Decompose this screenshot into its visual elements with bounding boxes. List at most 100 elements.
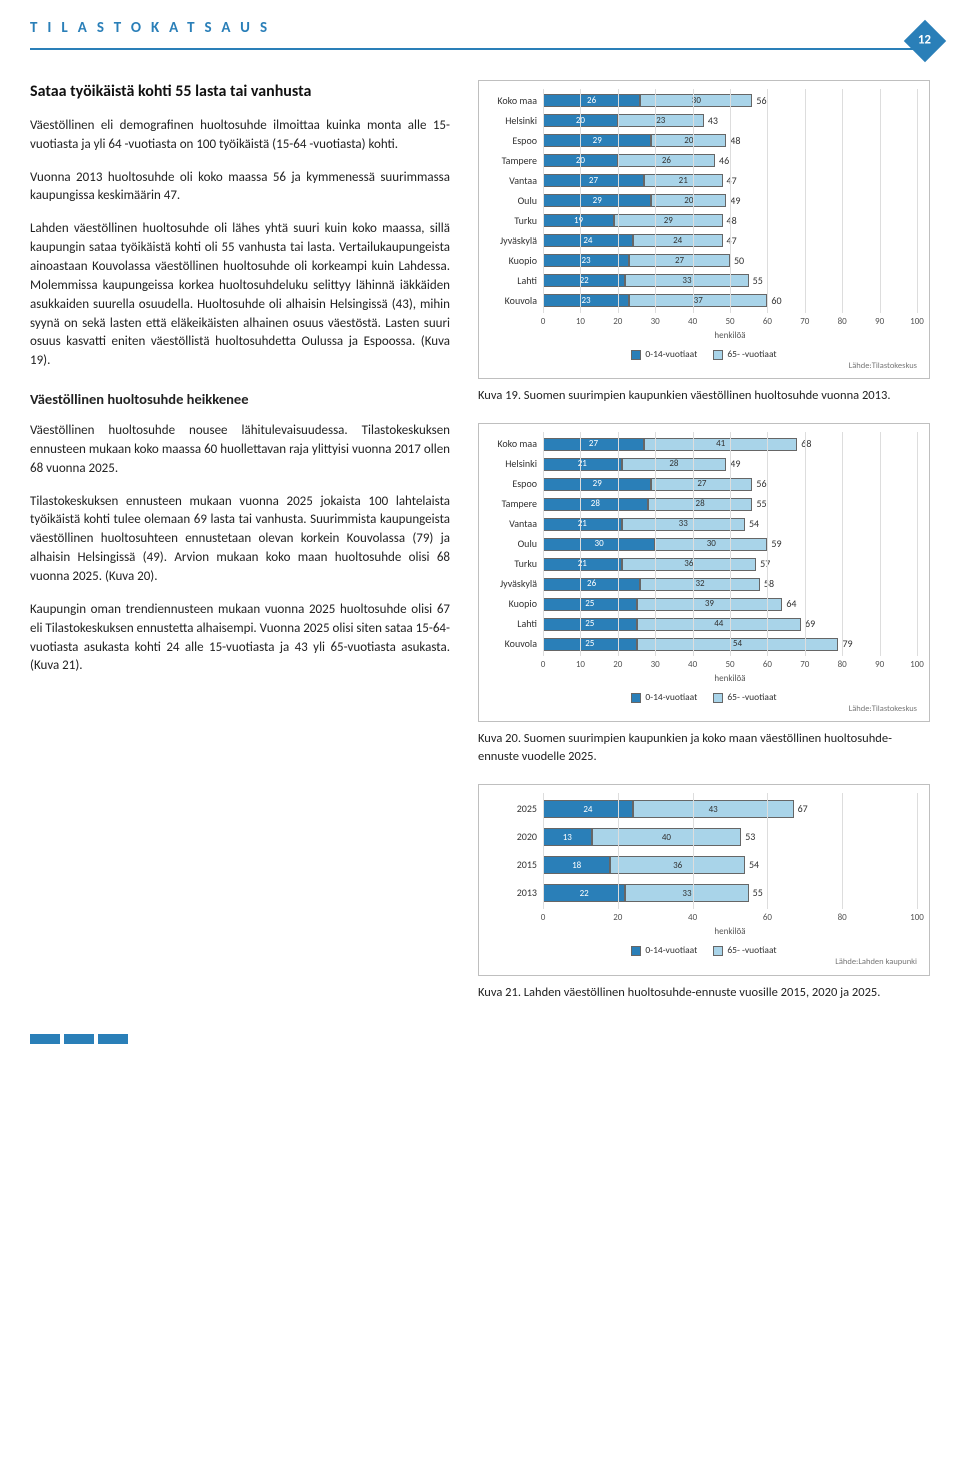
chart-category-label: Lahti xyxy=(491,617,543,632)
chart-category-label: Turku xyxy=(491,557,543,572)
chart-bar-area: 254469 xyxy=(543,614,917,634)
bar-segment-a: 29 xyxy=(543,134,651,147)
bar-segment-b: 36 xyxy=(610,856,745,874)
bar-segment-a: 21 xyxy=(543,458,622,471)
bar-segment-b: 54 xyxy=(637,638,839,651)
chart-category-label: Koko maa xyxy=(491,94,543,109)
header-rule xyxy=(30,48,930,50)
chart-bar-area: 183654 xyxy=(543,851,917,879)
bar-total-label: 57 xyxy=(760,557,770,572)
paragraph: Väestöllinen huoltosuhde nousee lähitule… xyxy=(30,422,450,479)
bar-segment-a: 18 xyxy=(543,856,610,874)
bar-segment-b: 20 xyxy=(651,194,726,207)
bar-total-label: 69 xyxy=(805,617,815,632)
chart-row: Tampere202646 xyxy=(491,151,917,171)
chart-bar-area: 202343 xyxy=(543,111,917,131)
bar-total-label: 64 xyxy=(786,597,796,612)
chart-row: Koko maa263056 xyxy=(491,91,917,111)
chart-row: Helsinki212849 xyxy=(491,454,917,474)
bar-segment-b: 23 xyxy=(618,114,704,127)
bar-segment-b: 24 xyxy=(633,234,723,247)
paragraph: Tilastokeskuksen ennusteen mukaan vuonna… xyxy=(30,493,450,587)
chart-row: 2015183654 xyxy=(491,851,917,879)
chart-row: Kouvola233760 xyxy=(491,291,917,311)
text-column: Sataa työikäistä kohti 55 lasta tai vanh… xyxy=(30,80,450,1020)
chart-category-label: Koko maa xyxy=(491,437,543,452)
chart-19: Koko maa263056Helsinki202343Espoo292048T… xyxy=(478,80,930,379)
chart-category-label: Jyväskylä xyxy=(491,577,543,592)
chart-bar-area: 213657 xyxy=(543,554,917,574)
chart-row: Oulu292049 xyxy=(491,191,917,211)
chart-category-label: Oulu xyxy=(491,194,543,209)
x-axis-label: henkilöä xyxy=(543,672,917,685)
paragraph: Vuonna 2013 huoltosuhde oli koko maassa … xyxy=(30,169,450,207)
chart-category-label: Kouvola xyxy=(491,637,543,652)
bar-total-label: 55 xyxy=(756,497,766,512)
chart-source: Lähde:Lahden kaupunki xyxy=(491,956,917,968)
bar-segment-a: 30 xyxy=(543,538,655,551)
bar-total-label: 67 xyxy=(798,802,808,817)
chart-row: Turku213657 xyxy=(491,554,917,574)
bar-total-label: 79 xyxy=(842,637,852,652)
chart-bar-area: 134053 xyxy=(543,823,917,851)
chart-source: Lähde:Tilastokeskus xyxy=(491,703,917,715)
chart-row: 2020134053 xyxy=(491,823,917,851)
paragraph: Lahden väestöllinen huoltosuhde oli lähe… xyxy=(30,220,450,371)
bar-segment-b: 28 xyxy=(622,458,727,471)
bar-total-label: 50 xyxy=(734,254,744,269)
chart-row: Lahti254469 xyxy=(491,614,917,634)
chart-category-label: Espoo xyxy=(491,477,543,492)
bar-total-label: 48 xyxy=(727,214,737,229)
bar-segment-a: 21 xyxy=(543,518,622,531)
chart-bar-area: 292048 xyxy=(543,131,917,151)
sub-heading: Väestöllinen huoltosuhde heikkenee xyxy=(30,389,450,410)
chart-category-label: 2015 xyxy=(491,858,543,873)
chart-row: Vantaa213354 xyxy=(491,514,917,534)
bar-segment-a: 25 xyxy=(543,638,637,651)
chart-row: Espoo292048 xyxy=(491,131,917,151)
bar-total-label: 46 xyxy=(719,154,729,169)
bar-segment-b: 27 xyxy=(651,478,752,491)
bar-total-label: 55 xyxy=(753,274,763,289)
charts-column: Koko maa263056Helsinki202343Espoo292048T… xyxy=(478,80,930,1020)
bar-total-label: 55 xyxy=(753,886,763,901)
chart-category-label: Kouvola xyxy=(491,294,543,309)
bar-segment-b: 36 xyxy=(622,558,757,571)
bar-segment-a: 24 xyxy=(543,800,633,818)
chart-row: Kouvola255479 xyxy=(491,634,917,654)
bar-segment-a: 25 xyxy=(543,598,637,611)
chart-row: Tampere282855 xyxy=(491,494,917,514)
chart-bar-area: 253964 xyxy=(543,594,917,614)
chart-category-label: Tampere xyxy=(491,154,543,169)
bar-segment-b: 28 xyxy=(648,498,753,511)
chart-19-caption: Kuva 19. Suomen suurimpien kaupunkien vä… xyxy=(478,387,930,405)
bar-total-label: 58 xyxy=(764,577,774,592)
bar-segment-b: 33 xyxy=(622,518,745,531)
bar-segment-b: 39 xyxy=(637,598,783,611)
bar-segment-a: 27 xyxy=(543,438,644,451)
chart-category-label: 2020 xyxy=(491,830,543,845)
x-axis-label: henkilöä xyxy=(543,329,917,342)
bar-total-label: 49 xyxy=(730,194,740,209)
bar-segment-b: 37 xyxy=(629,294,767,307)
chart-category-label: Kuopio xyxy=(491,597,543,612)
chart-bar-area: 303059 xyxy=(543,534,917,554)
chart-bar-area: 292049 xyxy=(543,191,917,211)
chart-bar-area: 202646 xyxy=(543,151,917,171)
bar-segment-b: 33 xyxy=(625,884,748,902)
bar-total-label: 47 xyxy=(727,174,737,189)
bar-total-label: 53 xyxy=(745,830,755,845)
bar-total-label: 48 xyxy=(730,134,740,149)
bar-segment-a: 19 xyxy=(543,214,614,227)
chart-bar-area: 213354 xyxy=(543,514,917,534)
chart-21: 2025244367202013405320151836542013223355… xyxy=(478,784,930,975)
chart-row: Koko maa274168 xyxy=(491,434,917,454)
chart-row: Vantaa272147 xyxy=(491,171,917,191)
chart-row: Lahti223355 xyxy=(491,271,917,291)
chart-category-label: Kuopio xyxy=(491,254,543,269)
bar-segment-b: 41 xyxy=(644,438,797,451)
chart-category-label: Vantaa xyxy=(491,517,543,532)
chart-row: Oulu303059 xyxy=(491,534,917,554)
chart-source: Lähde:Tilastokeskus xyxy=(491,360,917,372)
chart-row: Turku192948 xyxy=(491,211,917,231)
